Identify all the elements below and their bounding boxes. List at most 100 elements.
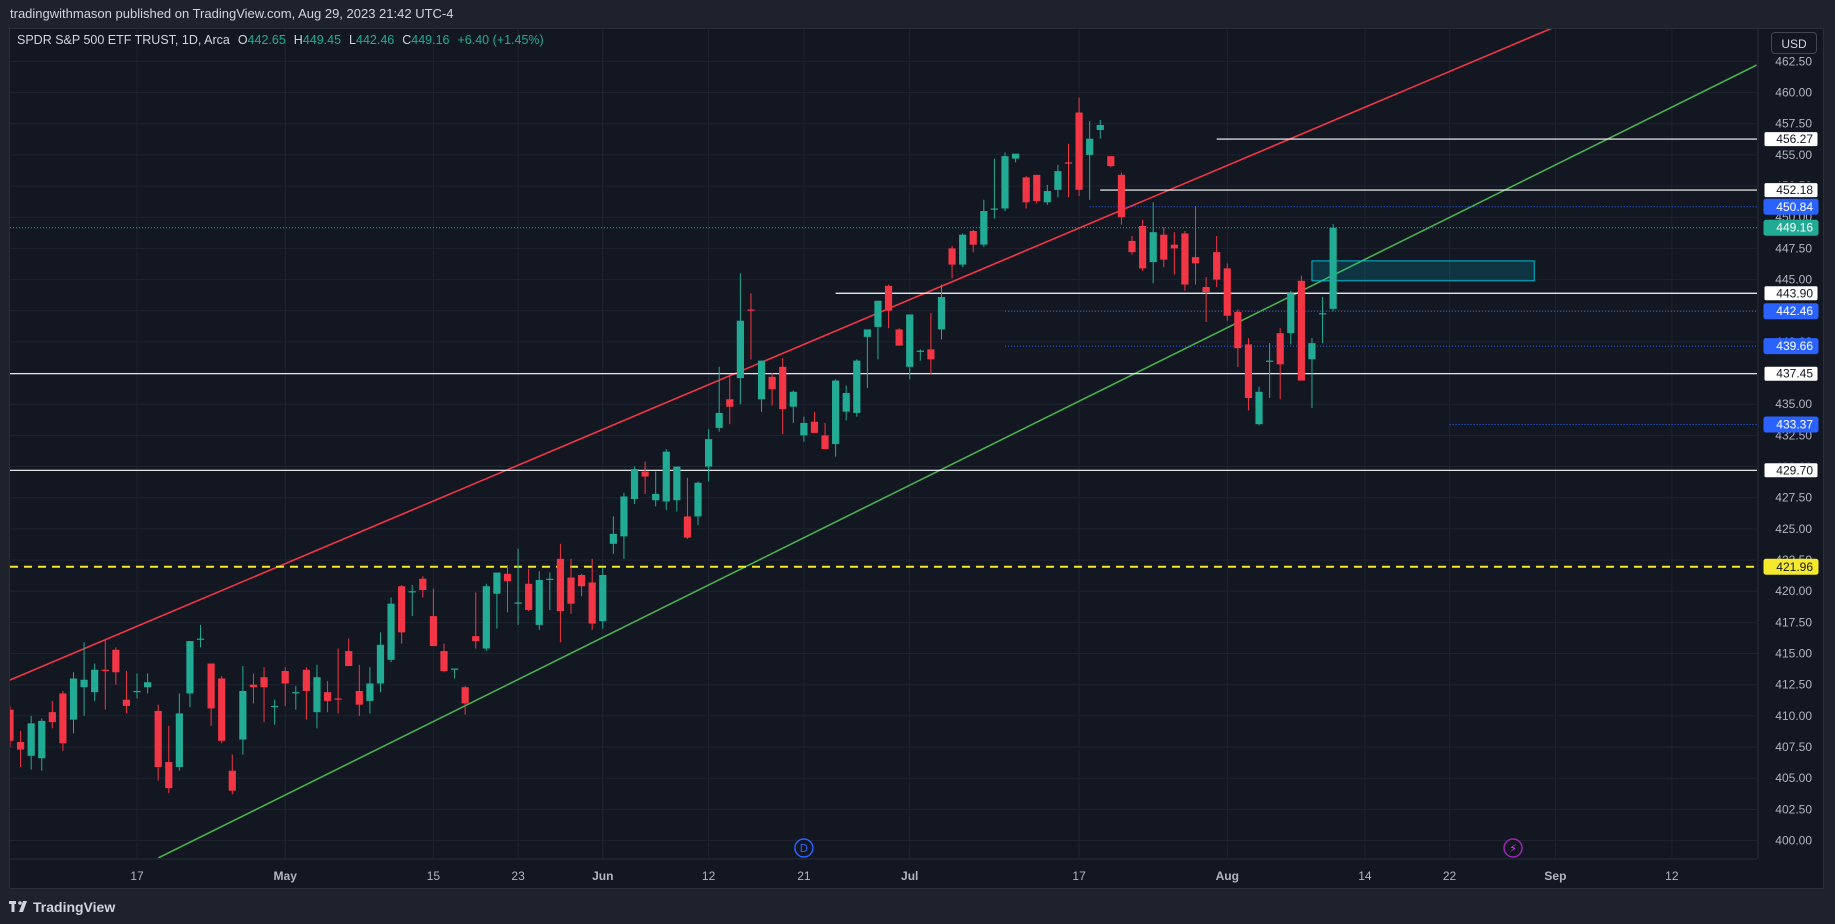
price-tag-bg <box>1763 462 1819 479</box>
candle-body <box>715 412 723 428</box>
price-tag[interactable]: 449.16 <box>1763 219 1819 236</box>
high-label: H <box>293 33 303 47</box>
candle-body <box>323 692 332 701</box>
candle-body <box>800 422 808 436</box>
candle-body <box>927 349 935 360</box>
candle-body <box>577 575 586 587</box>
candle-body <box>313 677 321 713</box>
candle-body <box>652 493 660 501</box>
candle-body <box>726 399 734 407</box>
earnings-marker-circle <box>1503 838 1523 858</box>
candle-body <box>556 558 565 612</box>
candle-body <box>482 586 490 649</box>
candle-body <box>1086 138 1094 155</box>
candle-body <box>429 616 437 647</box>
change-value: +6.40 (+1.45%) <box>457 33 544 47</box>
candle-body <box>916 350 924 352</box>
candle-body <box>1308 343 1316 360</box>
price-tag[interactable]: 452.18 <box>1763 182 1819 199</box>
y-tick-label: 457.50 <box>1775 117 1812 131</box>
y-tick-label: 417.50 <box>1775 615 1812 629</box>
price-tag-bg <box>1763 219 1819 236</box>
candle-body <box>1202 287 1210 293</box>
candle-body <box>1223 268 1231 316</box>
price-tag-bg <box>1763 198 1819 215</box>
candle-body <box>1276 333 1284 365</box>
candle-body <box>863 329 871 337</box>
candle-body <box>895 329 903 346</box>
price-tag[interactable]: 429.70 <box>1763 462 1819 479</box>
currency-button[interactable]: USD <box>1771 32 1817 54</box>
candle-body <box>874 300 882 327</box>
candle-body <box>1096 124 1104 130</box>
chart-canvas[interactable]: D ⚡400.00402.50405.00407.50410.00412.5041… <box>0 0 1835 889</box>
candle-body <box>48 712 56 723</box>
candle-body <box>218 678 226 741</box>
price-tag-bg <box>1763 338 1819 355</box>
candle-body <box>620 496 628 537</box>
price-tag-bg <box>1763 558 1819 575</box>
price-tag[interactable]: 443.90 <box>1763 285 1819 302</box>
channel-line-lower[interactable] <box>157 64 1757 858</box>
channel-line-upper[interactable] <box>0 18 1577 685</box>
candle-body <box>694 482 702 517</box>
y-tick-label: 405.00 <box>1775 771 1812 785</box>
candle-body <box>969 230 977 245</box>
zone-rectangle[interactable] <box>1311 260 1535 282</box>
price-tag-label: 421.96 <box>1776 560 1813 574</box>
x-tick-label: 15 <box>427 869 441 883</box>
candle-body <box>1318 313 1327 315</box>
low-value: 442.46 <box>356 33 395 47</box>
candle-body <box>641 471 649 477</box>
candle-body <box>69 678 78 720</box>
price-tag[interactable]: 456.27 <box>1763 131 1819 148</box>
x-tick-label: May <box>274 869 298 883</box>
candle-body <box>673 466 681 501</box>
candle-body <box>1138 225 1147 269</box>
price-tag[interactable]: 450.84 <box>1763 198 1819 215</box>
price-tag[interactable]: 421.96 <box>1763 558 1819 575</box>
y-tick-label: 455.00 <box>1775 148 1812 162</box>
candle-body <box>1234 311 1242 349</box>
chart-frame <box>9 28 1824 889</box>
candle-body <box>747 309 755 311</box>
publish-info: tradingwithmason published on TradingVie… <box>10 6 454 21</box>
dividend-marker[interactable]: D <box>794 838 814 858</box>
price-tag[interactable]: 437.45 <box>1763 365 1819 382</box>
close-label: C <box>402 33 412 47</box>
price-tag-label: 450.84 <box>1776 200 1813 214</box>
candle-body <box>408 591 416 593</box>
candle-body <box>345 651 353 667</box>
candle-body <box>260 677 268 688</box>
candle-body <box>906 314 914 367</box>
price-tag[interactable]: 442.46 <box>1763 303 1819 320</box>
candle-body <box>683 516 692 538</box>
candle-body <box>1255 391 1263 425</box>
candle-body <box>472 636 480 642</box>
candle-body <box>419 578 427 590</box>
candle-body <box>398 586 406 633</box>
price-tag[interactable]: 439.66 <box>1763 338 1819 355</box>
earnings-marker[interactable]: ⚡ <box>1503 838 1523 858</box>
candle-body <box>207 663 215 709</box>
candle-body <box>1266 360 1274 362</box>
price-tag[interactable]: 433.37 <box>1763 416 1819 433</box>
x-tick-label: 22 <box>1443 869 1457 883</box>
candle-body <box>1107 156 1115 167</box>
y-tick-label: 462.50 <box>1775 54 1812 68</box>
candle-body <box>514 602 522 604</box>
price-tag-bg <box>1763 182 1819 199</box>
candle-body <box>609 533 617 544</box>
candle-body <box>853 360 861 413</box>
candle-body <box>122 699 131 706</box>
candle-body <box>1011 153 1020 159</box>
tradingview-logo-icon <box>9 901 27 912</box>
price-tag-label: 449.16 <box>1776 221 1813 235</box>
candle-body <box>38 720 46 759</box>
candle-body <box>757 360 766 400</box>
candle-body <box>16 742 25 750</box>
candle-body <box>567 577 575 604</box>
candle-body <box>186 641 194 694</box>
candle-body <box>546 578 554 580</box>
candle-body <box>133 690 141 693</box>
